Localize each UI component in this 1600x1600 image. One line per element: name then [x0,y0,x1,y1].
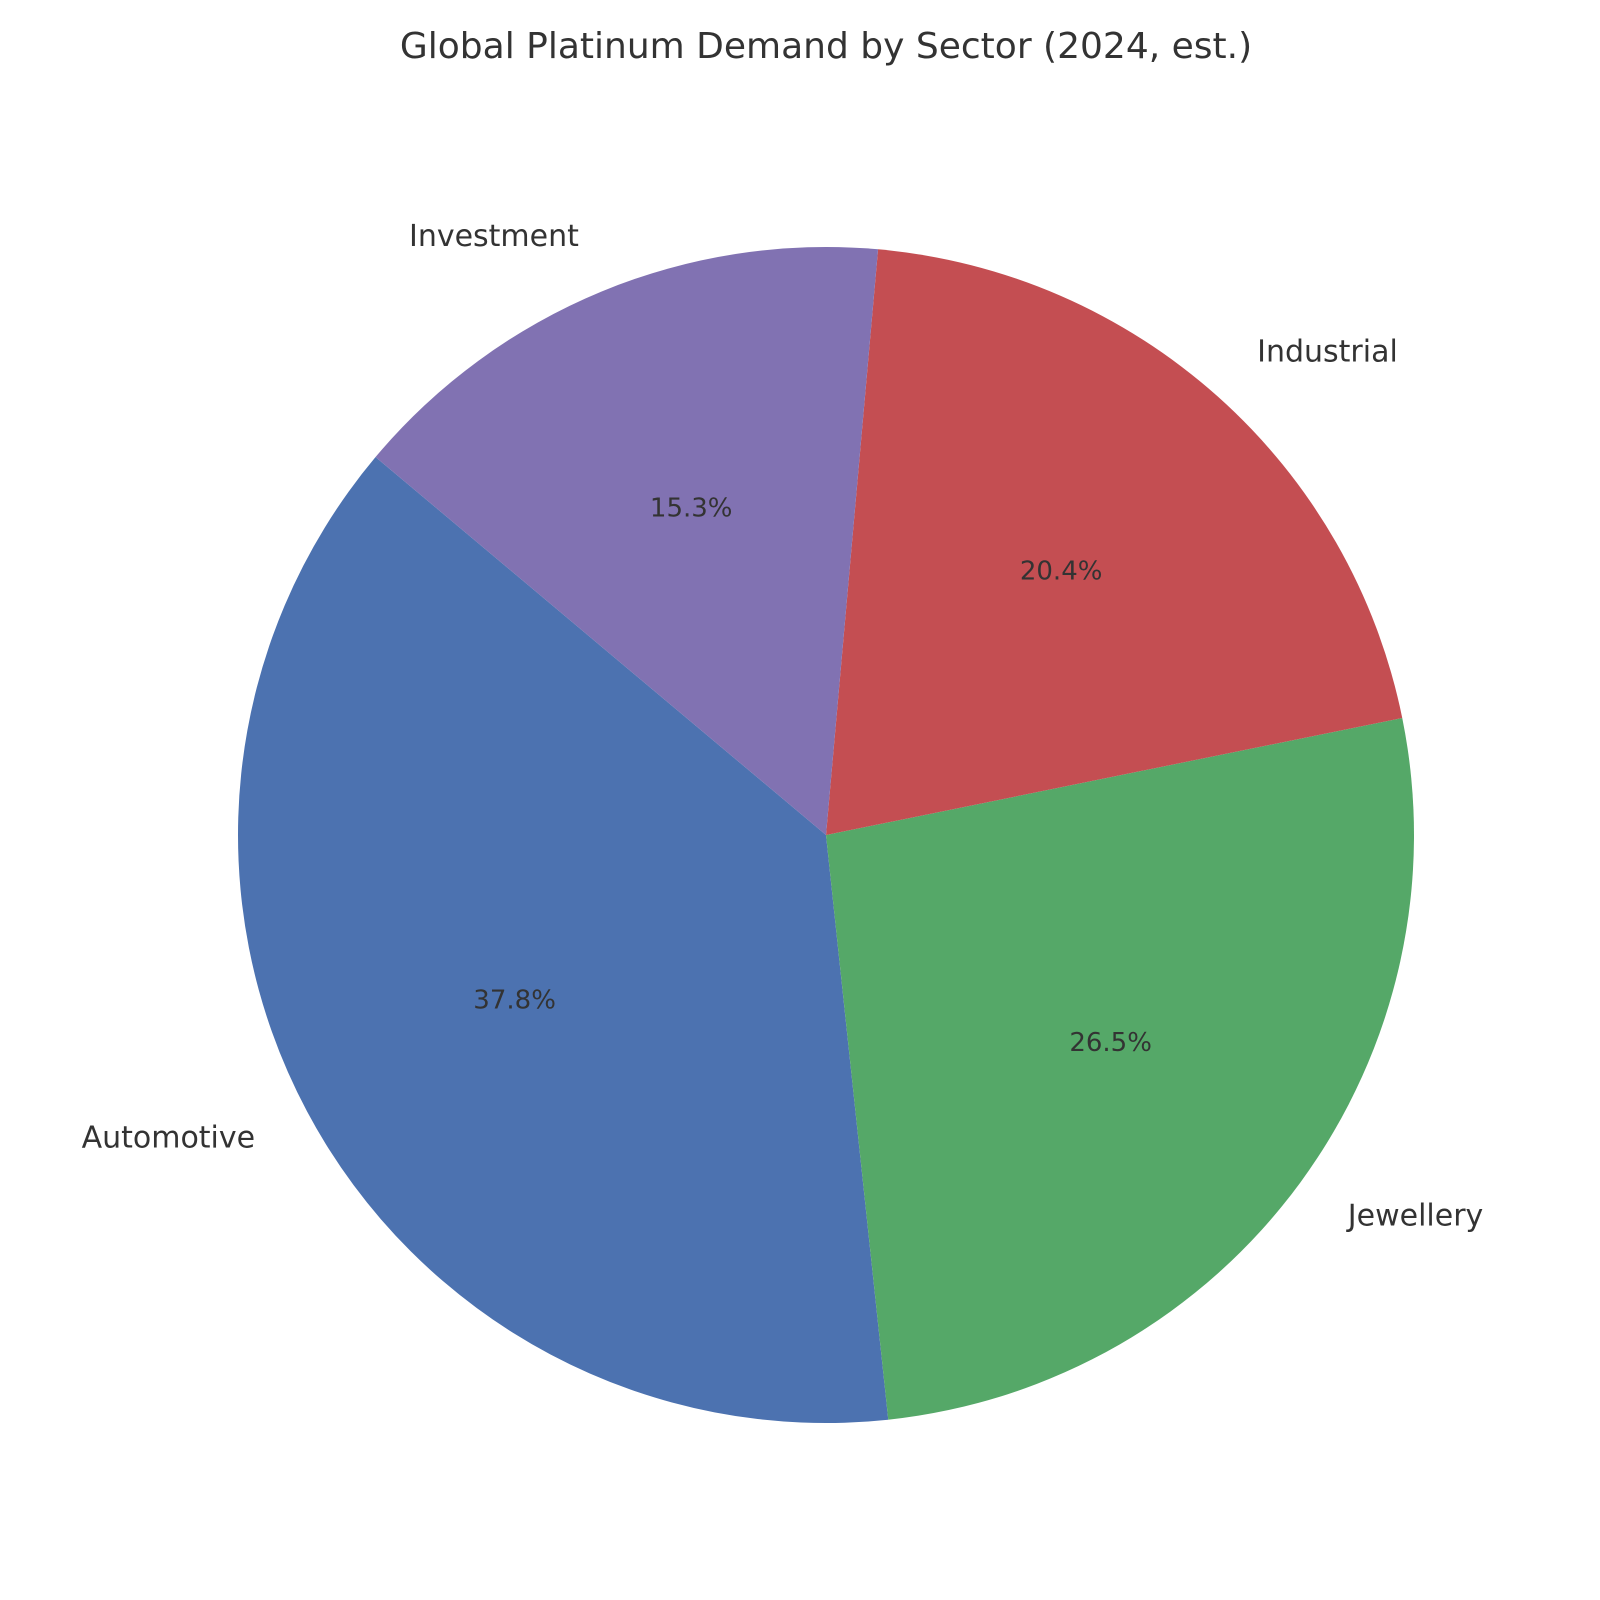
slice-label: Jewellery [1346,1199,1484,1234]
slice-label: Industrial [1257,334,1398,369]
chart-title: Global Platinum Demand by Sector (2024, … [400,26,1252,67]
pie-slice [826,717,1414,1420]
slice-label: Automotive [82,1121,256,1156]
value-label: 26.5% [1069,1028,1152,1058]
slice-label: Investment [409,219,579,254]
value-label: 37.8% [473,985,556,1015]
value-label: 20.4% [1020,556,1103,586]
pie-slice [237,457,889,1424]
pie-slice [826,249,1403,836]
pie-slice [375,247,879,835]
value-label: 15.3% [650,493,733,523]
